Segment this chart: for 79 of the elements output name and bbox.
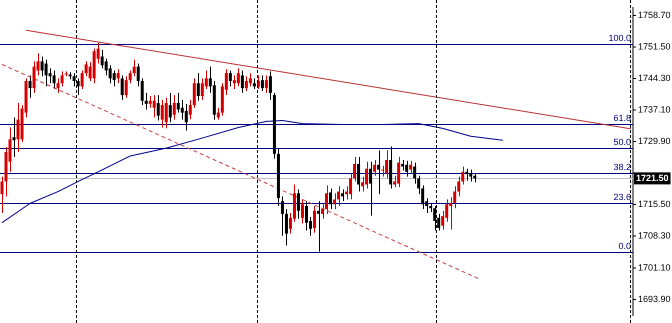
candlestick [148, 95, 152, 108]
ref-line-label: 1721.50 [636, 172, 669, 183]
annotation: 50.0 [613, 136, 631, 147]
y-tick-label: 1737.10 [638, 104, 671, 114]
y-tick-label: 1708.30 [638, 230, 671, 241]
candlestick [357, 156, 360, 192]
candlestick [268, 70, 272, 100]
candlestick [228, 70, 232, 87]
candlestick [156, 94, 160, 122]
annotation: 38.2 [613, 162, 631, 172]
candlestick [333, 192, 336, 210]
candlestick [196, 72, 200, 102]
candlestick [44, 59, 48, 87]
candlestick [465, 168, 468, 182]
candlestick [172, 94, 176, 120]
candlestick [40, 56, 44, 77]
candlestick [325, 184, 328, 214]
candlestick [373, 159, 376, 176]
candlestick [369, 161, 372, 216]
candlestick [433, 206, 436, 232]
candlestick [192, 78, 196, 108]
candlestick [216, 107, 220, 120]
candlestick [244, 76, 248, 92]
candlestick [252, 78, 256, 90]
candlestick [264, 74, 268, 94]
candlestick [152, 94, 156, 118]
candlestick [240, 70, 244, 94]
candlestick [120, 74, 124, 100]
candlestick [124, 76, 128, 98]
y-tick-label: 1715.50 [638, 199, 671, 210]
y-tick-label: 1751.50 [638, 41, 671, 52]
candlestick [116, 68, 120, 84]
candlestick [312, 206, 316, 234]
candlestick [56, 78, 60, 94]
candlestick [365, 161, 368, 189]
annotation: 23.6 [613, 192, 631, 202]
candlestick [16, 102, 20, 153]
candlestick [168, 92, 172, 123]
candlestick [232, 74, 236, 90]
candlestick [284, 208, 288, 246]
y-tick-label: 1693.90 [638, 294, 671, 304]
candlestick [296, 188, 300, 220]
candlestick [184, 103, 188, 132]
candlestick [405, 160, 408, 178]
candlestick [100, 49, 104, 69]
candlestick [188, 99, 192, 120]
candlestick [304, 200, 308, 232]
annotation: 100.0 [608, 32, 631, 43]
y-tick-label: 1758.70 [638, 10, 671, 20]
candlestick [377, 150, 380, 195]
candlestick [401, 159, 404, 171]
candlestick [329, 188, 332, 210]
candlestick [337, 186, 340, 206]
candlestick [248, 72, 252, 87]
candlestick [469, 169, 472, 182]
candlestick [176, 92, 180, 114]
candlestick [160, 99, 164, 128]
candlestick [164, 97, 168, 129]
candlestick [385, 150, 388, 179]
candlestick [12, 116, 16, 158]
candlestick [317, 200, 320, 252]
y-tick-label: 1744.30 [638, 72, 671, 83]
y-tick-label: 1729.90 [638, 136, 671, 146]
candlestick [236, 68, 240, 87]
candlestick [28, 74, 32, 98]
candlestick [409, 160, 412, 174]
candlestick [180, 99, 184, 120]
candlestick [413, 162, 416, 184]
candlestick [52, 70, 56, 90]
candlestick [260, 74, 264, 92]
candlestick [280, 196, 284, 236]
candlestick [341, 188, 344, 202]
candlestick [200, 78, 204, 100]
candlestick [72, 72, 76, 87]
annotation: 61.8 [613, 112, 631, 123]
candlestick [32, 60, 36, 94]
candlestick [300, 198, 304, 224]
y-tick-label: 1701.10 [638, 262, 671, 272]
candlestick [397, 156, 400, 188]
